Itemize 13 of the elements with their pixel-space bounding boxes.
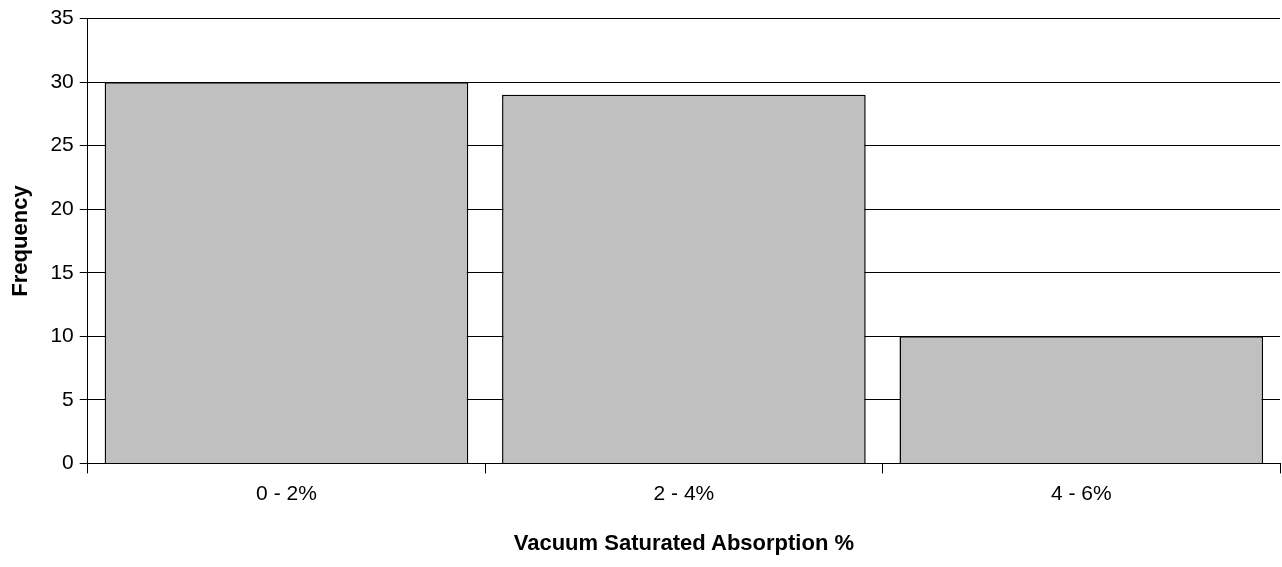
y-tick-label: 30 <box>50 68 74 92</box>
y-tick-label: 10 <box>50 323 74 347</box>
y-axis-title: Frequency <box>7 184 33 297</box>
y-tick-label: 5 <box>62 386 74 410</box>
x-tick-label: 0 - 2% <box>256 480 317 504</box>
y-tick-label: 20 <box>50 196 74 220</box>
x-axis-title: Vacuum Saturated Absorption % <box>513 529 854 555</box>
x-tick-label: 2 - 4% <box>653 480 715 504</box>
y-tick-label: 35 <box>50 5 74 29</box>
y-tick-label: 25 <box>50 132 74 156</box>
y-tick-label: 15 <box>50 259 74 283</box>
y-tick-label: 0 <box>62 450 74 474</box>
x-tick-label: 4 - 6% <box>1050 480 1112 504</box>
